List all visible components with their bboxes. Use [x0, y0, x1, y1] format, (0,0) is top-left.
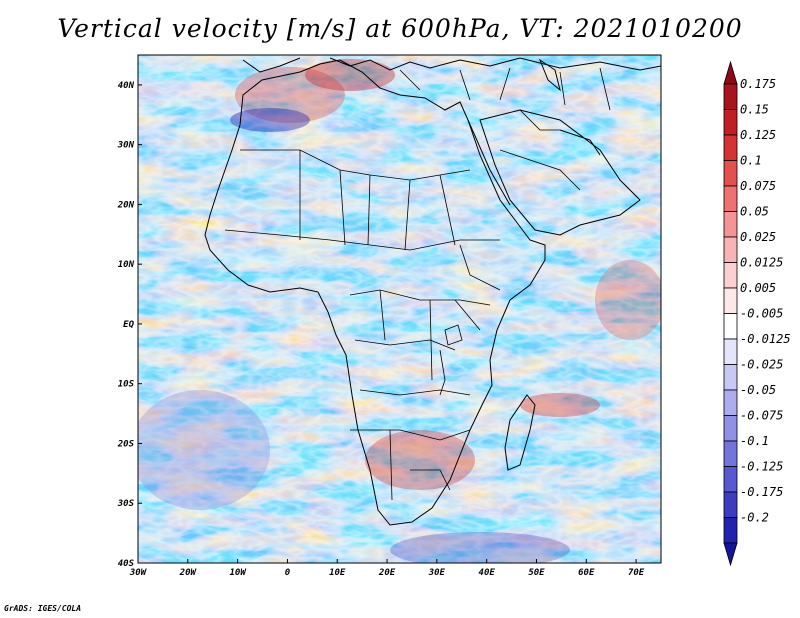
colorbar-swatch — [723, 517, 738, 544]
colorbar-max-arrow — [723, 60, 738, 85]
y-tick-label: 10S — [118, 380, 135, 390]
colorbar-swatch — [723, 313, 738, 340]
colorbar-swatch — [723, 415, 738, 442]
colorbar-swatch — [723, 466, 738, 493]
y-axis-labels: 40N 30N 20N 10N EQ 10S 20S 30S 40S — [117, 81, 135, 569]
colorbar-swatch — [723, 287, 738, 314]
y-tick-label: 40S — [118, 559, 135, 569]
x-tick-label: 60E — [578, 568, 595, 578]
colorbar-label: -0.075 — [740, 409, 783, 423]
x-tick-label: 20W — [179, 568, 198, 578]
x-tick-label: 40E — [479, 568, 496, 578]
colorbar-label: -0.1 — [740, 434, 769, 448]
y-tick-label: 20S — [117, 439, 135, 449]
colorbar-swatch — [723, 83, 738, 110]
colorbar-label: 0.175 — [740, 77, 776, 91]
border-central — [349, 289, 491, 306]
x-tick-label: 20E — [378, 568, 396, 578]
colorbar-label: 0.005 — [740, 281, 776, 295]
colorbar-label: 0.1 — [740, 154, 762, 168]
lake-victoria — [444, 324, 463, 346]
ascent-med — [305, 59, 395, 91]
x-tick-label: 70E — [628, 568, 645, 578]
colorbar-label: -0.005 — [740, 307, 783, 321]
y-tick-label: 20N — [117, 200, 135, 210]
europe-coast — [242, 57, 661, 73]
colorbar-label: 0.05 — [740, 205, 769, 219]
field-streaks — [138, 55, 661, 563]
border-congo — [354, 289, 456, 381]
red-sea — [467, 119, 511, 206]
colorbar-swatch — [723, 160, 738, 187]
y-tick-label: 10N — [118, 260, 135, 270]
colorbar-min-arrow — [723, 542, 738, 567]
africa-coast — [204, 59, 546, 526]
descent-sat — [138, 390, 270, 510]
border-east — [454, 244, 501, 331]
border-vert1 — [299, 150, 456, 251]
colorbar-swatch — [723, 262, 738, 289]
x-tick-label: 10W — [229, 568, 247, 578]
colorbar-label: -0.175 — [740, 485, 783, 499]
x-tick-label: 30W — [129, 568, 148, 578]
country-borders — [224, 67, 611, 501]
descent-atlas — [230, 108, 310, 132]
x-axis-labels: 30W 20W 10W 0 10E 20E 30E 40E 50E 60E 70E — [129, 568, 645, 578]
colorbar-swatch — [723, 211, 738, 238]
lake-malawi — [439, 349, 446, 396]
x-tick-label: 10E — [329, 568, 346, 578]
ascent-io — [595, 260, 661, 340]
axis-ticks — [137, 84, 637, 564]
velocity-field — [138, 55, 661, 563]
colorbar-label: 0.025 — [740, 230, 776, 244]
caspian — [538, 58, 561, 92]
colorbar-swatch — [723, 185, 738, 212]
persian-gulf — [559, 129, 601, 156]
chart-title: Vertical velocity [m/s] at 600hPa, VT: 2… — [57, 14, 743, 43]
y-tick-label: 40N — [118, 81, 135, 91]
ascent-atlas — [235, 67, 345, 123]
arabia — [479, 109, 641, 236]
ascent-sa — [365, 430, 475, 490]
colorbar-label: 0.15 — [740, 103, 769, 117]
colorbar-swatch — [723, 236, 738, 263]
colorbar-label: 0.075 — [740, 179, 776, 193]
x-tick-label: 30E — [428, 568, 446, 578]
colorbar-label: 0.0125 — [740, 256, 783, 270]
x-tick-label: 0 — [285, 568, 291, 578]
colorbar-swatch — [723, 338, 738, 365]
colorbar-label: -0.125 — [740, 460, 783, 474]
colorbar-label: -0.0125 — [740, 332, 791, 346]
colorbar-label: -0.025 — [740, 358, 783, 372]
colorbar-swatch — [723, 109, 738, 136]
colorbar-swatch — [723, 389, 738, 416]
footer-credit: GrADS: IGES/COLA — [4, 604, 82, 613]
border-south — [350, 389, 471, 501]
colorbar-swatch — [723, 491, 738, 518]
colorbar-swatch — [723, 440, 738, 467]
colorbar-swatch — [723, 134, 738, 161]
border-europe — [399, 67, 611, 111]
border-sahel — [224, 229, 500, 251]
madagascar — [504, 394, 536, 471]
colorbar-swatch — [723, 364, 738, 391]
colorbar-label: -0.2 — [740, 511, 769, 525]
y-tick-label: 30S — [117, 499, 135, 509]
y-tick-label: 30N — [117, 141, 135, 151]
ascent-mad — [520, 393, 600, 417]
colorbar: 0.175 0.15 0.125 0.1 0.075 0.05 0.025 0.0125 0.0… — [723, 60, 791, 567]
x-tick-label: 50E — [528, 568, 545, 578]
descent-so — [390, 532, 570, 563]
border-arabia — [499, 109, 581, 191]
colorbar-label: -0.05 — [740, 383, 776, 397]
colorbar-label: 0.125 — [740, 128, 776, 142]
y-tick-label: EQ — [123, 320, 134, 330]
plot-frame — [137, 54, 662, 564]
coastlines — [204, 57, 661, 526]
